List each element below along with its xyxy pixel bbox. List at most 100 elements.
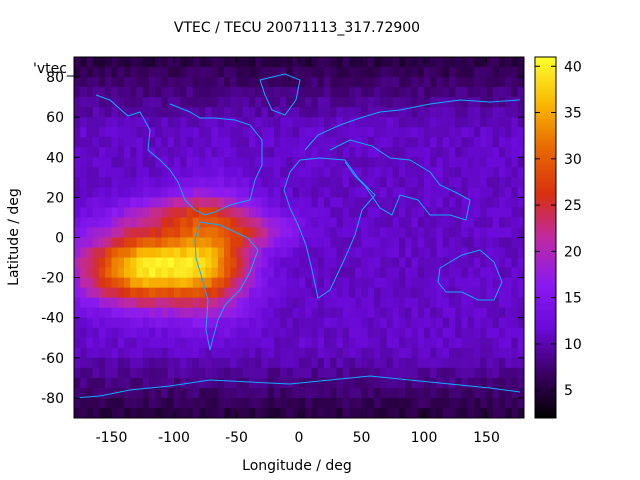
heatmap-cell — [186, 237, 194, 249]
heatmap-cell — [149, 107, 156, 118]
heatmap-cell — [386, 87, 394, 98]
heatmap-cell — [342, 347, 350, 359]
heatmap-cell — [174, 77, 181, 88]
heatmap-cell — [399, 167, 406, 178]
heatmap-cell — [211, 117, 219, 128]
heatmap-cell — [336, 257, 344, 269]
heatmap-cell — [217, 147, 225, 158]
heatmap-cell — [86, 377, 94, 389]
heatmap-cell — [467, 137, 475, 148]
heatmap-cell — [274, 277, 281, 289]
heatmap-cell — [274, 77, 281, 88]
heatmap-cell — [380, 277, 388, 289]
heatmap-cell — [511, 207, 519, 219]
heatmap-cell — [255, 87, 263, 98]
heatmap-cell — [167, 107, 175, 118]
heatmap-cell — [249, 127, 256, 138]
heatmap-cell — [367, 277, 375, 289]
heatmap-cell — [242, 317, 250, 329]
heatmap-cell — [411, 257, 419, 269]
heatmap-cell — [349, 197, 356, 209]
heatmap-cell — [280, 327, 288, 339]
heatmap-cell — [80, 177, 88, 188]
heatmap-cell — [511, 257, 519, 269]
heatmap-cell — [355, 347, 363, 359]
heatmap-cell — [224, 217, 231, 229]
heatmap-cell — [261, 197, 269, 209]
heatmap-cell — [199, 147, 206, 158]
heatmap-cell — [474, 157, 481, 168]
heatmap-cell — [167, 297, 175, 309]
heatmap-cell — [105, 257, 113, 269]
heatmap-cell — [186, 317, 194, 329]
heatmap-cell — [342, 227, 350, 239]
heatmap-cell — [455, 77, 463, 88]
heatmap-cell — [305, 57, 313, 68]
heatmap-cell — [361, 157, 369, 168]
heatmap-cell — [217, 287, 225, 299]
heatmap-cell — [86, 277, 94, 289]
heatmap-cell — [355, 177, 363, 188]
heatmap-cell — [249, 367, 256, 379]
heatmap-cell — [430, 117, 438, 128]
heatmap-cell — [342, 397, 350, 409]
heatmap-cell — [386, 237, 394, 249]
heatmap-cell — [380, 287, 388, 299]
heatmap-cell — [505, 347, 513, 359]
heatmap-cell — [286, 297, 294, 309]
heatmap-cell — [299, 197, 306, 209]
heatmap-cell — [461, 77, 469, 88]
heatmap-cell — [136, 157, 144, 168]
heatmap-cell — [217, 87, 225, 98]
heatmap-cell — [117, 257, 125, 269]
heatmap-cell — [174, 157, 181, 168]
heatmap-cell — [492, 317, 500, 329]
heatmap-cell — [242, 307, 250, 319]
heatmap-cell — [130, 217, 138, 229]
heatmap-cell — [424, 77, 431, 88]
heatmap-cell — [311, 167, 319, 178]
heatmap-cell — [261, 297, 269, 309]
heatmap-cell — [299, 87, 306, 98]
heatmap-cell — [455, 207, 463, 219]
heatmap-cell — [236, 257, 244, 269]
heatmap-cell — [336, 317, 344, 329]
heatmap-cell — [124, 397, 131, 409]
heatmap-cell — [480, 197, 488, 209]
heatmap-cell — [286, 137, 294, 148]
heatmap-cell — [286, 287, 294, 299]
heatmap-cell — [124, 407, 131, 418]
heatmap-cell — [199, 97, 206, 108]
heatmap-cell — [336, 407, 344, 418]
heatmap-cell — [130, 147, 138, 158]
heatmap-cell — [86, 407, 94, 418]
heatmap-cell — [217, 397, 225, 409]
heatmap-cell — [242, 97, 250, 108]
heatmap-cell — [74, 297, 81, 309]
heatmap-cell — [436, 237, 444, 249]
heatmap-cell — [449, 77, 456, 88]
heatmap-cell — [436, 347, 444, 359]
heatmap-cell — [292, 187, 300, 198]
heatmap-cell — [205, 327, 213, 339]
heatmap-cell — [205, 277, 213, 289]
heatmap-cell — [117, 387, 125, 399]
heatmap-cell — [486, 197, 494, 209]
heatmap-cell — [230, 187, 238, 198]
heatmap-cell — [286, 257, 294, 269]
heatmap-cell — [174, 177, 181, 188]
heatmap-cell — [330, 287, 338, 299]
heatmap-cell — [92, 147, 100, 158]
heatmap-cell — [424, 277, 431, 289]
heatmap-cell — [499, 157, 506, 168]
heatmap-cell — [467, 197, 475, 209]
heatmap-cell — [74, 287, 81, 299]
heatmap-cell — [86, 327, 94, 339]
heatmap-cell — [367, 287, 375, 299]
heatmap-cell — [311, 387, 319, 399]
heatmap-cell — [486, 327, 494, 339]
heatmap-cell — [386, 277, 394, 289]
heatmap-cell — [267, 217, 275, 229]
heatmap-cell — [117, 317, 125, 329]
heatmap-cell — [386, 327, 394, 339]
